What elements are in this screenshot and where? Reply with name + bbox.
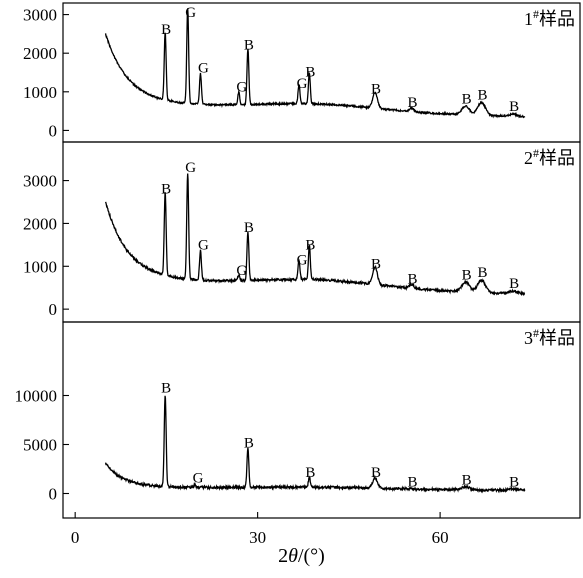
- y-tick-label: 2000: [23, 44, 57, 63]
- y-tick-label: 1000: [23, 83, 57, 102]
- panel-frame: [62, 2, 581, 143]
- x-tick-label: 0: [71, 528, 80, 547]
- y-tick-label: 5000: [23, 436, 57, 455]
- peak-label-G: G: [185, 5, 196, 21]
- panel-frame: [62, 321, 581, 519]
- peak-label-B: B: [408, 475, 418, 491]
- y-tick-label: 3000: [23, 6, 57, 25]
- sample-label: 3#样品: [524, 326, 575, 348]
- x-tick-label: 30: [249, 528, 266, 547]
- peak-label-B: B: [408, 95, 418, 111]
- x-axis: 2θ/(°) 0 30 60: [71, 512, 449, 567]
- peak-label-B: B: [371, 257, 381, 273]
- peak-label-B: B: [462, 473, 472, 489]
- peak-label-G: G: [193, 471, 204, 487]
- peak-label-B: B: [161, 182, 171, 198]
- peak-label-B: B: [244, 220, 254, 236]
- peak-label-B: B: [462, 267, 472, 283]
- y-tick-label: 0: [49, 121, 58, 140]
- peak-label-G: G: [198, 237, 209, 253]
- diffraction-series-line: [104, 173, 526, 297]
- x-axis-title: 2θ/(°): [278, 545, 325, 567]
- peak-label-B: B: [371, 465, 381, 481]
- peak-label-B: B: [305, 64, 315, 80]
- y-tick-label: 10000: [15, 387, 58, 406]
- y-tick-label: 2000: [23, 214, 57, 233]
- peak-label-G: G: [297, 252, 308, 268]
- diffraction-series-line: [104, 8, 526, 119]
- panel-3: 0 5000 10000 3#样品 B G B B B B B B: [15, 321, 581, 519]
- peak-label-B: B: [509, 99, 519, 115]
- peak-label-G: G: [198, 60, 209, 76]
- panel-frame: [62, 141, 581, 323]
- y-tick-label: 3000: [23, 172, 57, 191]
- peak-label-G: G: [236, 80, 247, 96]
- peak-label-B: B: [244, 37, 254, 53]
- peak-label-G: G: [236, 263, 247, 279]
- y-tick-label: 0: [49, 485, 58, 504]
- peak-label-B: B: [477, 87, 487, 103]
- peak-label-B: B: [371, 82, 381, 98]
- peak-label-B: B: [305, 237, 315, 253]
- sample-label: 2#样品: [524, 146, 575, 168]
- y-tick-label: 1000: [23, 257, 57, 276]
- peak-label-B: B: [161, 381, 171, 397]
- diffraction-series-line: [104, 395, 526, 494]
- peak-label-B: B: [509, 475, 519, 491]
- y-tick-label: 0: [49, 300, 58, 319]
- peak-label-G: G: [297, 76, 308, 92]
- sample-label: 1#样品: [524, 7, 575, 29]
- peak-label-B: B: [408, 272, 418, 288]
- peak-label-B: B: [509, 276, 519, 292]
- peak-label-B: B: [462, 91, 472, 107]
- peak-label-B: B: [161, 22, 171, 38]
- peak-label-G: G: [185, 160, 196, 176]
- peak-label-B: B: [477, 265, 487, 281]
- peak-label-B: B: [244, 435, 254, 451]
- x-tick-label: 60: [432, 528, 449, 547]
- peak-label-B: B: [305, 465, 315, 481]
